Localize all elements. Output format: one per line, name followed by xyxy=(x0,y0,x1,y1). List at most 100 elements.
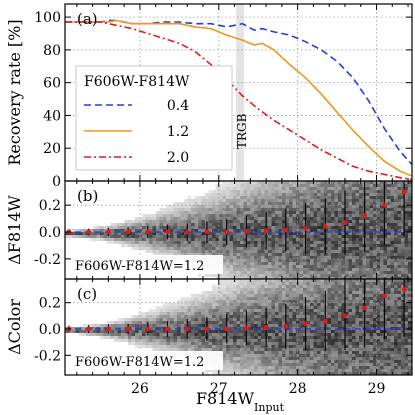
density-cell xyxy=(236,297,240,300)
density-cell xyxy=(306,220,310,223)
density-cell xyxy=(369,196,373,199)
density-cell xyxy=(191,199,195,202)
density-cell xyxy=(345,235,349,238)
density-cell xyxy=(285,351,289,354)
density-cell xyxy=(380,294,384,297)
density-cell xyxy=(219,229,223,232)
density-cell xyxy=(373,211,377,214)
density-cell xyxy=(299,315,303,318)
density-cell xyxy=(317,223,321,226)
density-cell xyxy=(380,265,384,268)
density-cell xyxy=(177,315,181,318)
density-cell xyxy=(292,226,296,229)
density-cell xyxy=(285,357,289,360)
density-cell xyxy=(173,205,177,208)
density-cell xyxy=(110,226,114,229)
density-cell xyxy=(334,256,338,259)
density-cell xyxy=(229,306,233,309)
density-cell xyxy=(268,262,272,265)
density-cell xyxy=(404,372,408,375)
density-cell xyxy=(313,303,317,306)
density-cell xyxy=(177,345,181,348)
density-cell xyxy=(233,369,237,372)
density-cell xyxy=(180,229,184,232)
density-cell xyxy=(191,336,195,339)
density-cell xyxy=(257,357,261,360)
density-cell xyxy=(292,235,296,238)
density-cell xyxy=(278,351,282,354)
density-cell xyxy=(257,297,261,300)
density-cell xyxy=(394,241,398,244)
data-point xyxy=(184,229,190,235)
density-cell xyxy=(96,238,100,241)
density-cell xyxy=(271,256,275,259)
density-cell xyxy=(278,333,282,336)
density-cell xyxy=(376,330,380,333)
density-cell xyxy=(250,300,254,303)
density-cell xyxy=(208,294,212,297)
density-cell xyxy=(327,208,331,211)
density-cell xyxy=(177,318,181,321)
density-cell xyxy=(152,348,156,351)
density-cell xyxy=(306,226,310,229)
density-cell xyxy=(331,190,335,193)
density-cell xyxy=(215,217,219,220)
density-cell xyxy=(334,193,338,196)
density-cell xyxy=(184,247,188,250)
density-cell xyxy=(226,211,230,214)
density-cell xyxy=(324,196,328,199)
data-point xyxy=(105,229,111,235)
density-cell xyxy=(180,339,184,342)
density-cell xyxy=(299,223,303,226)
density-cell xyxy=(233,256,237,259)
density-cell xyxy=(135,232,139,235)
density-cell xyxy=(236,300,240,303)
density-cell xyxy=(366,324,370,327)
density-cell xyxy=(299,297,303,300)
density-cell xyxy=(317,354,321,357)
density-cell xyxy=(387,288,391,291)
density-cell xyxy=(226,309,230,312)
density-cell xyxy=(243,321,247,324)
density-cell xyxy=(247,330,251,333)
density-cell xyxy=(366,297,370,300)
density-cell xyxy=(152,324,156,327)
density-cell xyxy=(184,306,188,309)
density-cell xyxy=(170,306,174,309)
density-cell xyxy=(369,345,373,348)
density-cell xyxy=(373,259,377,262)
density-cell xyxy=(292,318,296,321)
density-cell xyxy=(229,348,233,351)
density-cell xyxy=(383,250,387,253)
density-cell xyxy=(352,268,356,271)
density-cell xyxy=(345,247,349,250)
density-cell xyxy=(366,282,370,285)
density-cell xyxy=(313,205,317,208)
density-cell xyxy=(320,291,324,294)
density-cell xyxy=(345,363,349,366)
density-cell xyxy=(110,235,114,238)
density-cell xyxy=(163,244,167,247)
density-cell xyxy=(257,226,261,229)
density-cell xyxy=(219,282,223,285)
density-cell xyxy=(198,333,202,336)
density-cell xyxy=(348,181,352,184)
density-cell xyxy=(352,339,356,342)
density-cell xyxy=(254,372,258,375)
density-cell xyxy=(334,291,338,294)
density-cell xyxy=(383,321,387,324)
density-cell xyxy=(243,214,247,217)
density-cell xyxy=(352,321,356,324)
density-cell xyxy=(331,217,335,220)
density-cell xyxy=(383,333,387,336)
density-cell xyxy=(247,241,251,244)
density-cell xyxy=(373,330,377,333)
density-cell xyxy=(236,306,240,309)
density-cell xyxy=(366,217,370,220)
density-cell xyxy=(313,238,317,241)
density-cell xyxy=(100,336,104,339)
density-cell xyxy=(313,366,317,369)
density-cell xyxy=(226,330,230,333)
density-cell xyxy=(156,318,160,321)
